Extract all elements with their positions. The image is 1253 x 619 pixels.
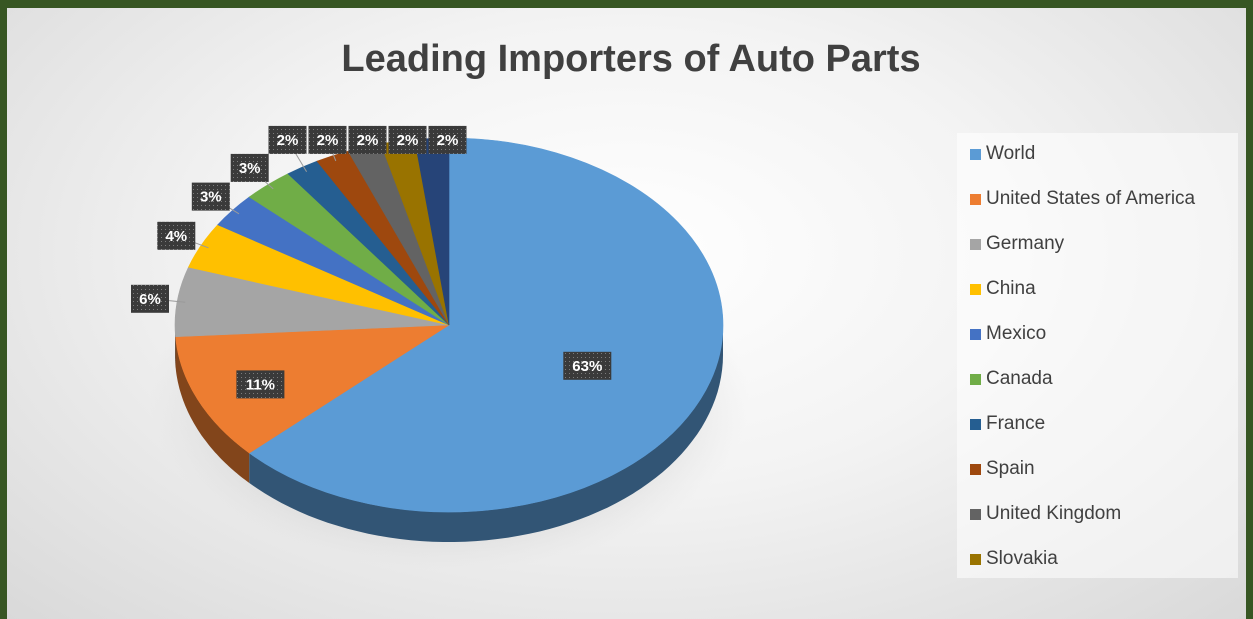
data-label-bg-11: [428, 125, 467, 154]
pie-slice-2: [175, 324, 451, 454]
legend-item-10: Slovakia: [970, 548, 1058, 570]
data-label-bg-2: [236, 370, 285, 399]
data-label-10: 2%: [397, 132, 419, 149]
legend-item-9: United Kingdom: [970, 503, 1121, 525]
legend-swatch: [970, 328, 981, 340]
data-label-7: 2%: [277, 132, 299, 149]
legend-swatch: [970, 463, 981, 475]
data-label-5: 3%: [200, 189, 222, 206]
data-label-bg-8: [308, 125, 347, 154]
legend-label: World: [986, 143, 1036, 164]
data-label-3: 6%: [139, 291, 161, 308]
legend-label: Germany: [986, 233, 1065, 254]
legend-label: China: [986, 278, 1036, 299]
legend-item-5: Mexico: [970, 323, 1046, 345]
data-label-bg-7: [268, 125, 307, 154]
data-label-bg-10: [388, 125, 427, 154]
data-label-1: 63%: [572, 358, 602, 375]
pie-slice-1: [248, 137, 724, 513]
data-label-4: 4%: [165, 228, 187, 245]
data-label-bg-9: [348, 125, 387, 154]
data-label-bg-1: [563, 351, 612, 380]
legend-item-1: World: [970, 143, 1035, 165]
legend: World United States of America Germany Chin…: [957, 133, 1238, 578]
legend-swatch: [970, 193, 981, 205]
legend-swatch: [970, 418, 981, 430]
legend-label: United Kingdom: [986, 503, 1122, 524]
data-label-bg-3: [131, 284, 169, 313]
data-label-6: 3%: [239, 160, 261, 177]
legend-label: United States of America: [986, 188, 1196, 209]
pie-slice-side-1: [249, 325, 724, 542]
legend-item-8: Spain: [970, 458, 1035, 480]
data-label-bg-4: [157, 221, 196, 250]
legend-item-6: Canada: [970, 368, 1053, 390]
legend-item-7: France: [970, 413, 1045, 435]
legend-swatch: [970, 373, 981, 385]
legend-label: France: [986, 413, 1046, 434]
legend-item-3: Germany: [970, 233, 1064, 255]
data-label-bg-5: [191, 182, 230, 211]
data-label-9: 2%: [357, 132, 379, 149]
data-label-8: 2%: [317, 132, 339, 149]
data-label-11: 2%: [437, 132, 459, 149]
legend-swatch: [970, 283, 981, 295]
legend-item-4: China: [970, 278, 1036, 300]
legend-label: Slovakia: [986, 548, 1058, 569]
legend-item-2: United States of America: [970, 188, 1195, 210]
legend-label: Spain: [986, 458, 1035, 479]
legend-swatch: [970, 553, 981, 565]
legend-label: Canada: [986, 368, 1053, 389]
pie-slice-side-2: [175, 336, 250, 483]
legend-swatch: [970, 238, 981, 250]
legend-swatch: [970, 508, 981, 520]
legend-label: Mexico: [986, 323, 1047, 344]
data-label-2: 11%: [246, 376, 275, 393]
data-label-bg-6: [230, 153, 269, 182]
chart-title: Leading Importers of Auto Parts: [341, 38, 921, 80]
legend-swatch: [970, 148, 981, 160]
